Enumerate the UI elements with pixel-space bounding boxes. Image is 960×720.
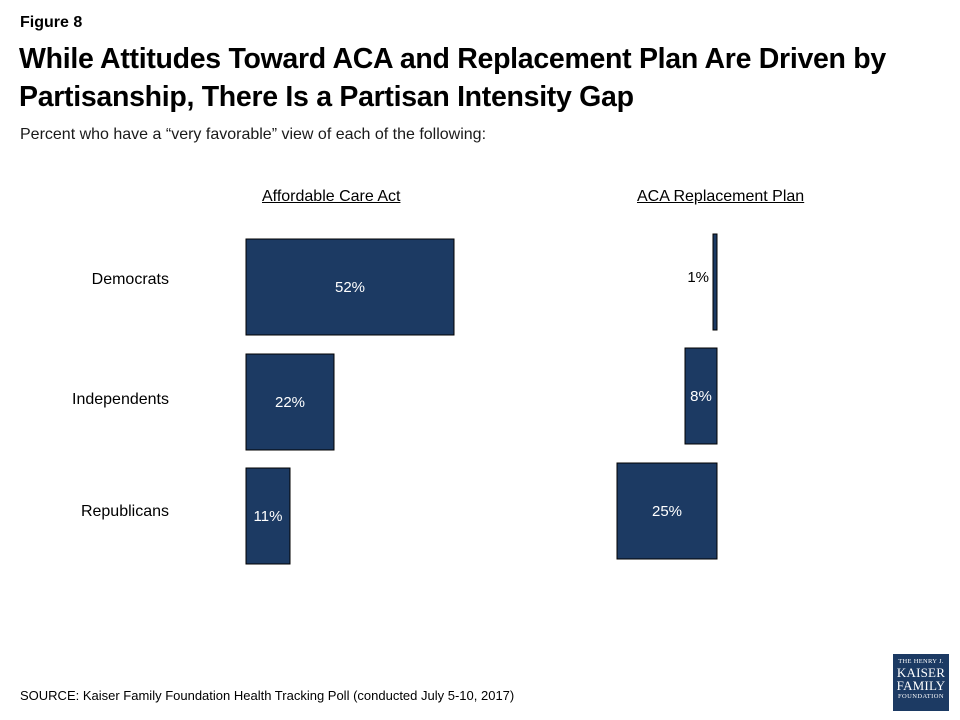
bar-replacement-plan-independents	[684, 347, 718, 445]
logo-line-2: KAISER	[896, 665, 946, 680]
bar-aca-independents	[245, 353, 335, 451]
data-label-replacement-plan-democrats: 1%	[687, 269, 709, 286]
logo-line-1: THE HENRY J.	[898, 658, 944, 665]
bar-replacement-plan-democrats	[712, 233, 718, 331]
figure-label: Figure 8	[20, 14, 83, 31]
category-label-democrats: Democrats	[91, 271, 169, 288]
chart-subtitle: Percent who have a “very favorable” view…	[20, 126, 487, 143]
bar-aca-democrats	[245, 238, 455, 336]
panel-header-aca: Affordable Care Act	[262, 188, 401, 205]
chart-title: While Attitudes Toward ACA and Replaceme…	[19, 43, 886, 113]
bar-aca-republicans	[245, 467, 291, 565]
data-label-aca-republicans: 11%	[254, 508, 283, 525]
kff-logo: THE HENRY J. KAISER FAMILY FOUNDATION	[893, 654, 949, 711]
data-label-replacement-plan-independents: 8%	[690, 388, 712, 405]
logo-line-3: FAMILY	[896, 678, 946, 693]
category-label-republicans: Republicans	[80, 503, 169, 520]
category-label-independents: Independents	[72, 391, 169, 408]
data-label-aca-democrats: 52%	[335, 279, 365, 296]
source-note: SOURCE: Kaiser Family Foundation Health …	[20, 688, 515, 703]
bar-replacement-plan-republicans	[616, 462, 718, 560]
panel-header-replacement-plan: ACA Replacement Plan	[637, 188, 805, 205]
logo-line-4: FOUNDATION	[898, 693, 944, 700]
data-label-aca-independents: 22%	[275, 394, 305, 411]
data-label-replacement-plan-republicans: 25%	[652, 503, 682, 520]
